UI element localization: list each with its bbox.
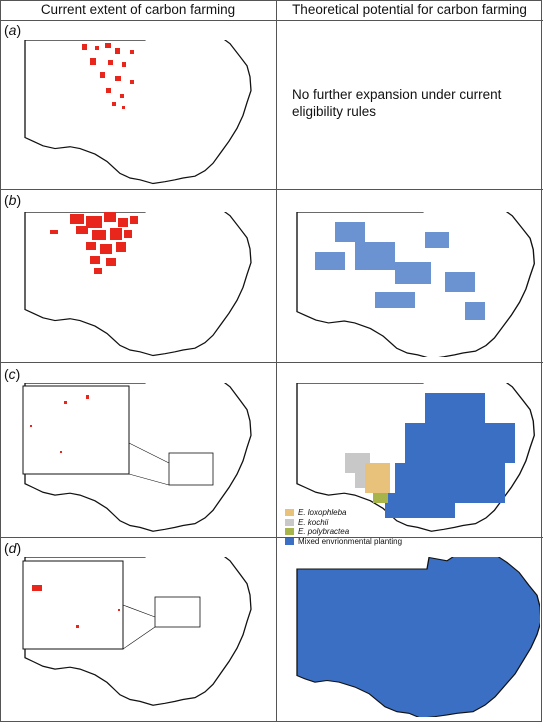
legend-item-kochii: E. kochii: [285, 518, 402, 528]
map-c-current: [22, 383, 252, 532]
map-b-current: [24, 212, 252, 357]
header-theoretical-potential: Theoretical potential for carbon farming: [292, 2, 527, 17]
row-divider-2: [0, 362, 543, 363]
legend-item-mixed: Mixed envrionmental planting: [285, 537, 402, 547]
inset-source-box: [168, 452, 214, 486]
map-a-current: [24, 40, 252, 185]
column-divider: [276, 0, 277, 722]
inset-source-box: [154, 596, 201, 628]
row-label-a: (a): [4, 22, 22, 38]
legend-item-loxophleba: E. loxophleba: [285, 508, 402, 518]
map-c-potential: [296, 383, 535, 532]
inset-box: [22, 560, 124, 650]
no-expansion-note: No further expansion under current eligi…: [292, 87, 502, 119]
row-divider-1: [0, 189, 543, 190]
header-current-extent: Current extent of carbon farming: [40, 2, 236, 17]
header-divider: [0, 20, 543, 21]
row-label-d: (d): [4, 540, 22, 556]
row-divider-3: [0, 537, 543, 538]
map-d-potential: [296, 557, 540, 717]
row-label-b: (b): [4, 192, 22, 208]
inset-box: [22, 385, 130, 475]
legend-item-polybractea: E. polybractea: [285, 527, 402, 537]
map-d-current: [22, 557, 252, 706]
row-label-c: (c): [4, 366, 21, 382]
legend: E. loxophleba E. kochii E. polybractea M…: [285, 508, 402, 546]
map-b-potential: [296, 212, 535, 357]
